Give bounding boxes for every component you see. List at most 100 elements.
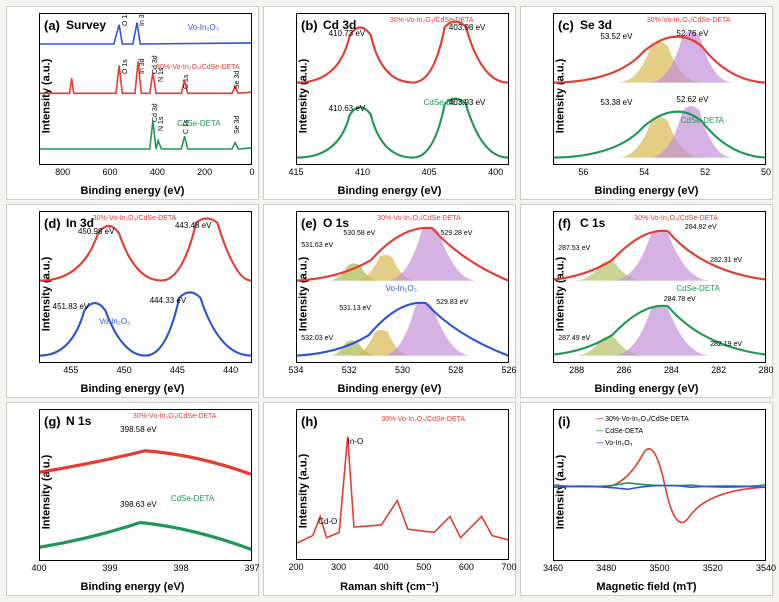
annotation: 284.78 eV bbox=[664, 296, 696, 303]
annotation: 52.76 eV bbox=[676, 29, 708, 38]
xlabel: Binding energy (eV) bbox=[7, 382, 258, 397]
xtick: 410 bbox=[355, 167, 370, 177]
annotation: C 1s bbox=[183, 120, 190, 134]
xtick: 3460 bbox=[543, 563, 563, 573]
xticks-a: 8006004002000 bbox=[39, 167, 252, 179]
figure-grid: Intensity (a.u.) (a) Survey Vo-In₂O₃30%-… bbox=[6, 6, 773, 596]
xtick: 400 bbox=[150, 167, 165, 177]
xtick: 3480 bbox=[596, 563, 616, 573]
panel-letter: (h) bbox=[301, 414, 318, 429]
annotation: 53.52 eV bbox=[600, 32, 632, 41]
panel-d-title: In 3d bbox=[66, 216, 94, 230]
xtick: 450 bbox=[117, 365, 132, 375]
xtick: 399 bbox=[102, 563, 117, 573]
xtick: 3500 bbox=[649, 563, 669, 573]
xtick: 528 bbox=[448, 365, 463, 375]
xlabel: Binding energy (eV) bbox=[521, 382, 772, 397]
annotation: 531.63 eV bbox=[301, 242, 333, 249]
panel-h: Intensity (a.u.) (h) 30%-Vo-In₂O₃/CdSe-D… bbox=[263, 402, 516, 596]
annotation: 444.33 eV bbox=[150, 296, 186, 305]
panel-d: Intensity (a.u.) (d) In 3d 30%-Vo-In₂O₃/… bbox=[6, 204, 259, 398]
annotation: Cd-O bbox=[318, 517, 337, 526]
annotation: 532.03 eV bbox=[301, 335, 333, 342]
annotation: In-O bbox=[348, 437, 364, 446]
annotation: Vo-In₂O₃ bbox=[386, 284, 417, 293]
panel-letter: (g) bbox=[44, 414, 61, 429]
xtick: 405 bbox=[422, 167, 437, 177]
annotation: 443.48 eV bbox=[175, 221, 211, 230]
xtick: 455 bbox=[63, 365, 78, 375]
plot-h-svg bbox=[297, 410, 508, 559]
xticks-b: 415410405400 bbox=[296, 167, 509, 179]
plot-d-area: (d) In 3d 30%-Vo-In₂O₃/CdSe-DETA450.98 e… bbox=[39, 211, 252, 363]
annotation: In 3d bbox=[139, 13, 146, 26]
xlabel: Binding energy (eV) bbox=[264, 382, 515, 397]
xtick: 286 bbox=[616, 365, 631, 375]
annotation: Se 3d bbox=[234, 71, 241, 89]
panel-b-title: Cd 3d bbox=[323, 18, 356, 32]
xtick: 56 bbox=[578, 167, 588, 177]
xtick: 400 bbox=[31, 563, 46, 573]
annotation: 30%-Vo-In₂O₃/CdSe-DETA bbox=[93, 215, 177, 222]
xticks-d: 455450445440 bbox=[39, 365, 252, 377]
plot-c-svg bbox=[554, 14, 765, 164]
annotation: Vo-In₂O₃ bbox=[99, 317, 130, 326]
xtick: 600 bbox=[102, 167, 117, 177]
xtick: 284 bbox=[664, 365, 679, 375]
annotation: N 1s bbox=[158, 117, 165, 131]
annotation: CdSe-DETA bbox=[681, 116, 724, 125]
annotation: 398.63 eV bbox=[120, 500, 156, 509]
annotation: 53.38 eV bbox=[600, 98, 632, 107]
plot-b-area: (b) Cd 3d 30%-Vo-In₂O₃/CdSe-DETA410.73 e… bbox=[296, 13, 509, 165]
annotation: 30%-Vo-In₂O₃/CdSe-DETA bbox=[647, 17, 731, 24]
annotation: In 3d bbox=[139, 58, 146, 74]
annotation: 403.93 eV bbox=[449, 98, 485, 107]
xlabel-h: Raman shift (cm⁻¹) bbox=[264, 579, 515, 595]
panel-letter: (e) bbox=[301, 216, 317, 231]
panel-e: Intensity (a.u.) (e) O 1s 30%-Vo-In₂O₃/C… bbox=[263, 204, 516, 398]
annotation: Vo-In₂O₃ bbox=[188, 23, 219, 32]
legend-item: — Vo-In₂O₃ bbox=[596, 440, 632, 447]
xlabel-i: Magnetic field (mT) bbox=[521, 580, 772, 595]
panel-g-title: N 1s bbox=[66, 414, 91, 428]
xtick: 288 bbox=[569, 365, 584, 375]
annotation: 398.58 eV bbox=[120, 425, 156, 434]
annotation: 530.58 eV bbox=[343, 230, 375, 237]
plot-a-svg bbox=[40, 14, 251, 164]
annotation: CdSe-DETA bbox=[676, 284, 719, 293]
plot-i-svg bbox=[554, 410, 765, 560]
annotation: 30%-Vo-In₂O₃/CdSe-DETA bbox=[133, 413, 217, 420]
panel-letter: (i) bbox=[558, 414, 570, 429]
xticks-i: 34603480350035203540 bbox=[553, 563, 766, 575]
xtick: 3540 bbox=[756, 563, 776, 573]
annotation: 282.19 eV bbox=[710, 341, 742, 348]
panel-a-title: Survey bbox=[66, 18, 106, 32]
annotation: O 1s bbox=[122, 59, 129, 74]
xtick: 530 bbox=[395, 365, 410, 375]
legend-item: — CdSe-DETA bbox=[596, 428, 643, 435]
xtick: 200 bbox=[288, 562, 303, 572]
annotation: 30%-Vo-In₂O₃/CdSe-DETA bbox=[381, 416, 465, 423]
panel-i: Intensity (a.u.) (i) — 30%-Vo-In₂O₃/CdSe… bbox=[520, 402, 773, 596]
xtick: 3520 bbox=[703, 563, 723, 573]
annotation: CdSe-DETA bbox=[171, 494, 214, 503]
xtick: 532 bbox=[342, 365, 357, 375]
xticks-c: 56545250 bbox=[553, 167, 766, 179]
plot-d-svg bbox=[40, 212, 251, 362]
annotation: 403.98 eV bbox=[449, 23, 485, 32]
panel-letter: (a) bbox=[44, 18, 60, 33]
panel-c-title: Se 3d bbox=[580, 18, 612, 32]
xtick: 398 bbox=[173, 563, 188, 573]
xtick: 0 bbox=[249, 167, 254, 177]
xticks-f: 288286284282280 bbox=[553, 365, 766, 377]
xtick: 400 bbox=[488, 167, 503, 177]
panel-letter: (f) bbox=[558, 216, 571, 231]
annotation: 282.31 eV bbox=[710, 257, 742, 264]
annotation: N 1s bbox=[158, 67, 165, 81]
annotation: 529.83 eV bbox=[436, 299, 468, 306]
xtick: 700 bbox=[501, 562, 516, 572]
xtick: 415 bbox=[288, 167, 303, 177]
annotation: 531.13 eV bbox=[339, 305, 371, 312]
xtick: 800 bbox=[55, 167, 70, 177]
xticks-e: 534532530528526 bbox=[296, 365, 509, 377]
